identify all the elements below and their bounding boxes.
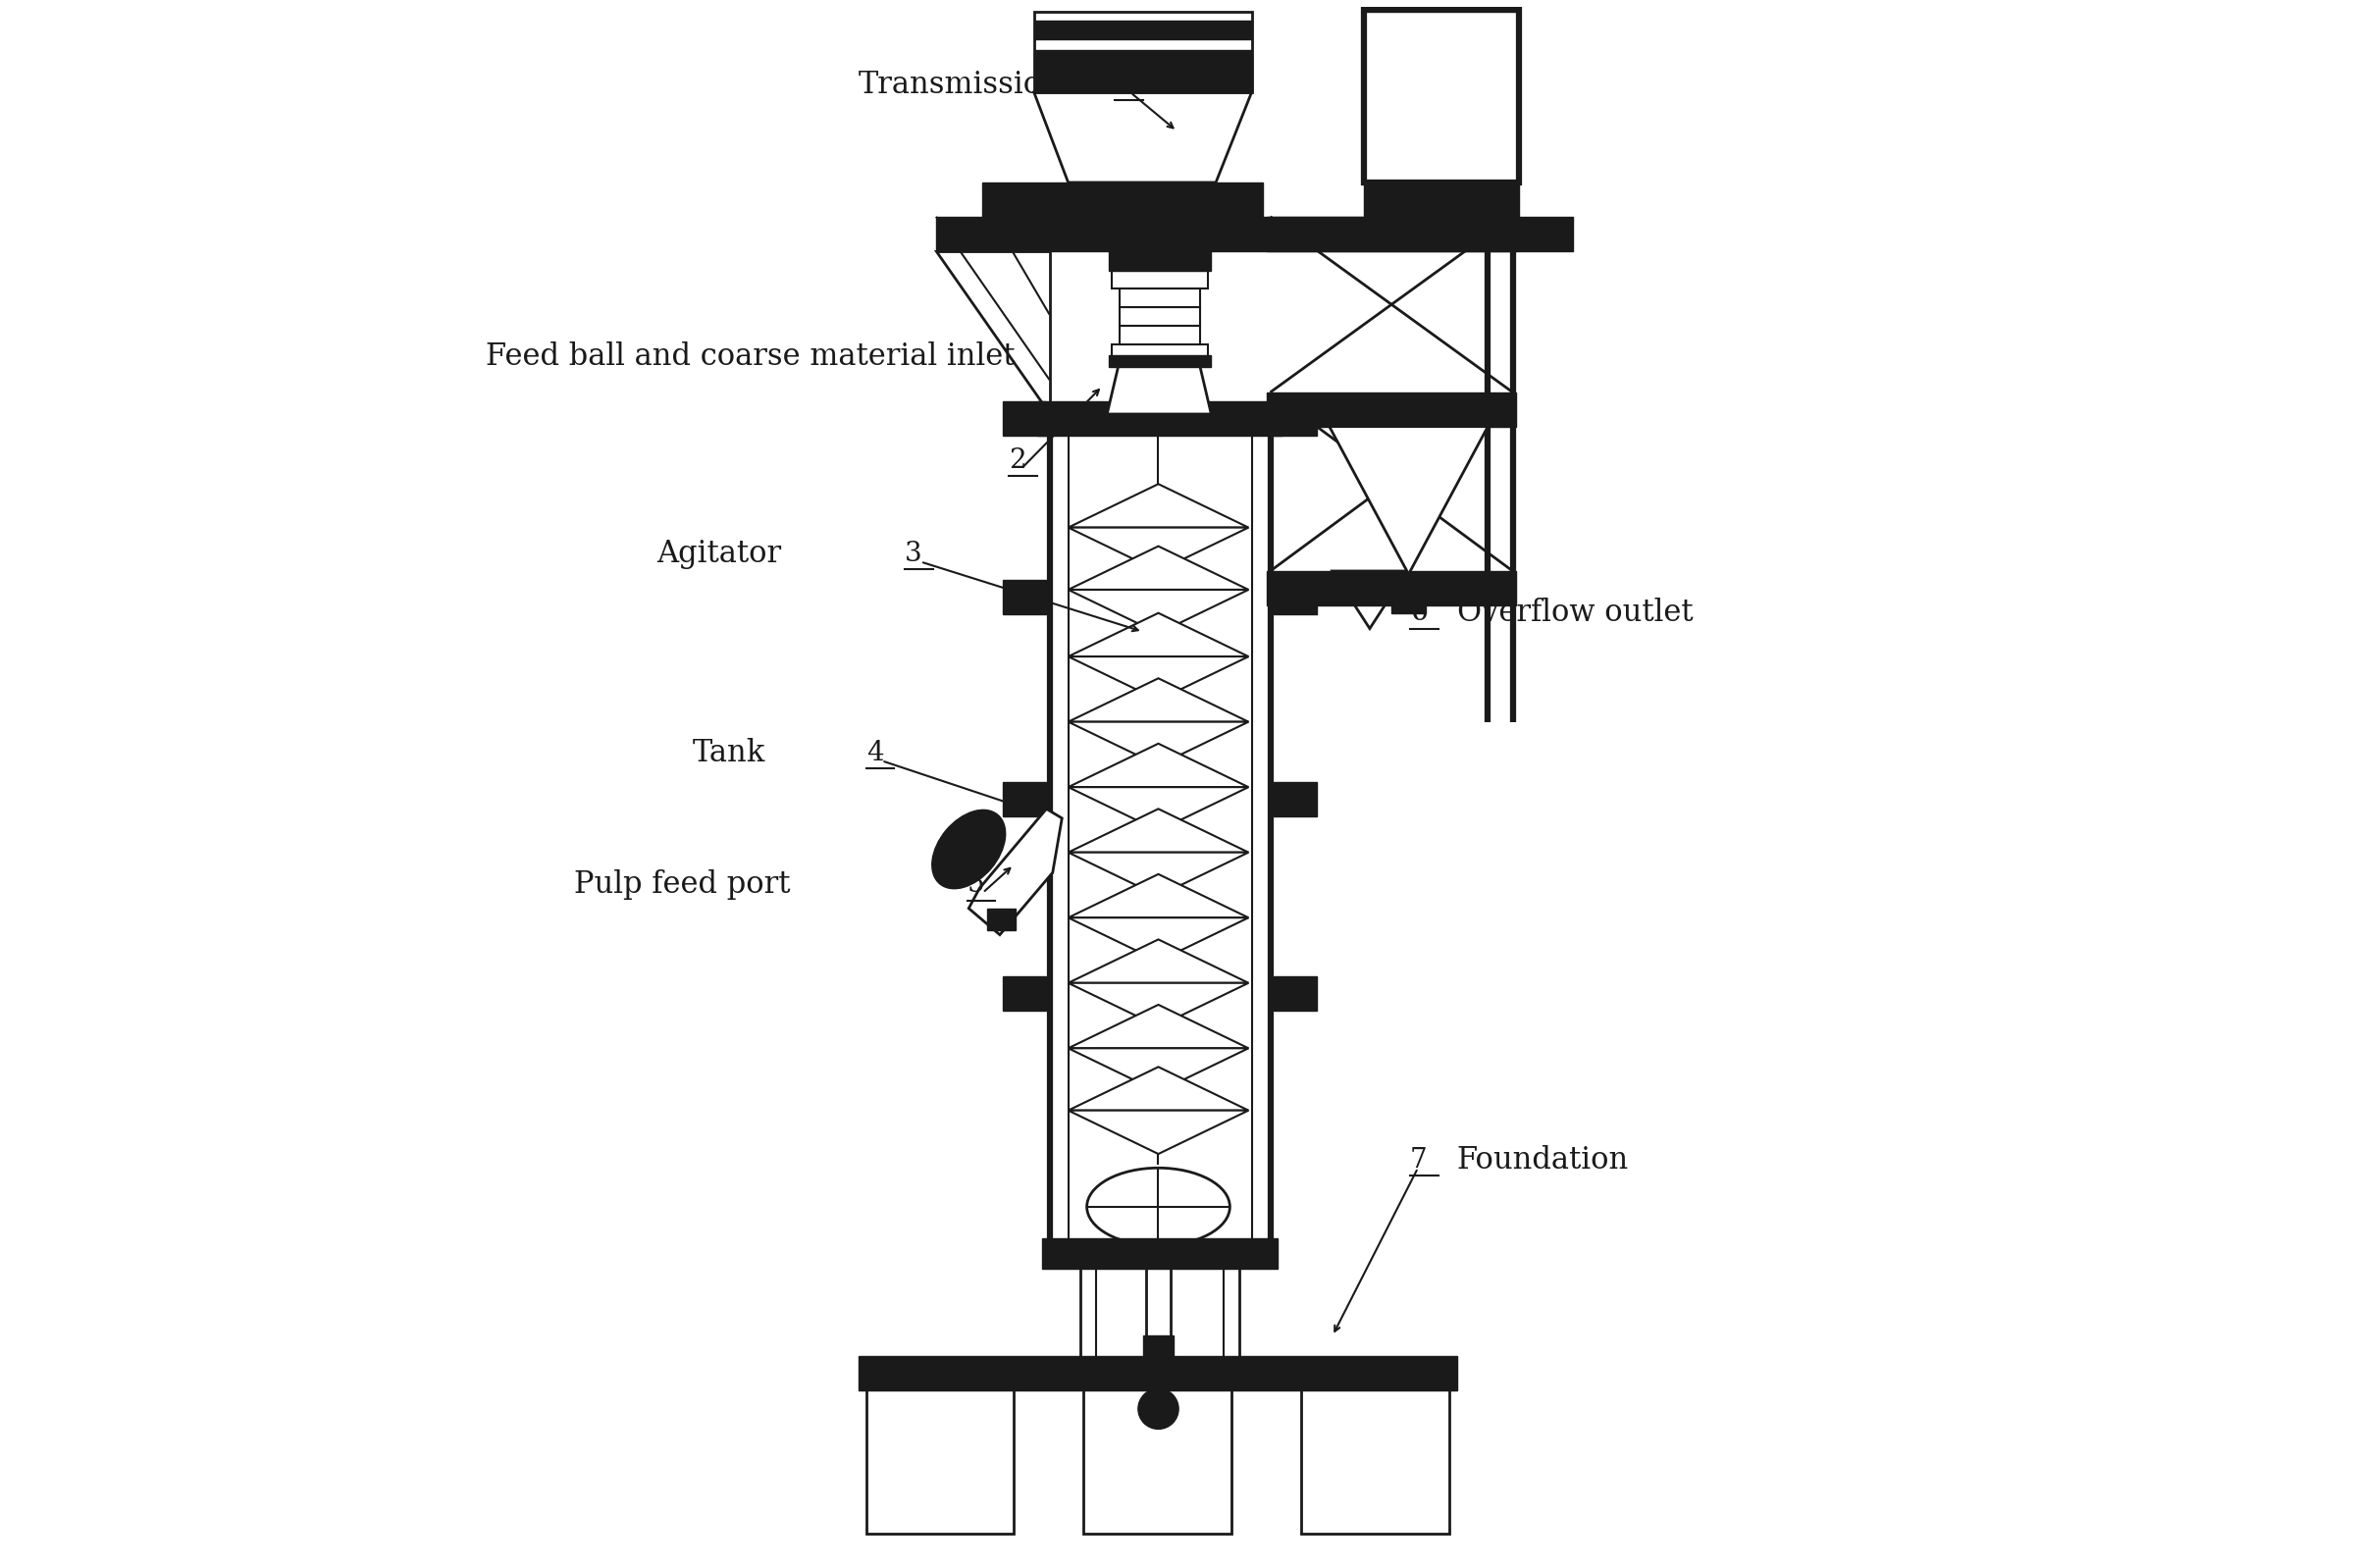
- Polygon shape: [1069, 590, 1248, 633]
- Bar: [1121, 326, 1201, 343]
- Bar: [866, 1386, 1015, 1534]
- Bar: [1121, 307, 1201, 326]
- Bar: [1274, 401, 1316, 436]
- Bar: [1003, 977, 1048, 1011]
- Bar: [1266, 571, 1516, 605]
- Polygon shape: [1106, 361, 1212, 414]
- Bar: [937, 216, 1572, 251]
- Bar: [1109, 251, 1212, 271]
- Polygon shape: [1069, 743, 1248, 787]
- Polygon shape: [1069, 873, 1248, 917]
- Bar: [1363, 0, 1518, 11]
- Polygon shape: [1069, 787, 1248, 831]
- Polygon shape: [1069, 613, 1248, 657]
- Bar: [1033, 50, 1252, 69]
- Bar: [1266, 216, 1516, 251]
- Bar: [1302, 1386, 1450, 1534]
- Polygon shape: [1069, 809, 1248, 853]
- Polygon shape: [1069, 1066, 1248, 1110]
- Bar: [1033, 11, 1252, 93]
- Bar: [986, 908, 1015, 930]
- Polygon shape: [1069, 1049, 1248, 1091]
- Bar: [1274, 782, 1316, 817]
- Polygon shape: [937, 251, 1050, 414]
- Polygon shape: [1069, 983, 1248, 1027]
- Text: Agitator: Agitator: [657, 539, 782, 569]
- Bar: [1121, 289, 1201, 307]
- Polygon shape: [1069, 657, 1248, 699]
- Bar: [1111, 271, 1208, 289]
- Bar: [1033, 20, 1252, 39]
- Polygon shape: [1330, 426, 1488, 574]
- Text: 2: 2: [1010, 447, 1026, 474]
- Bar: [1274, 580, 1316, 615]
- Polygon shape: [1069, 485, 1248, 527]
- Circle shape: [1137, 1389, 1179, 1428]
- Ellipse shape: [932, 811, 1005, 889]
- Polygon shape: [1069, 527, 1248, 571]
- Bar: [1003, 401, 1048, 436]
- Text: 3: 3: [904, 541, 923, 568]
- Polygon shape: [1069, 546, 1248, 590]
- Bar: [1043, 1237, 1278, 1269]
- Text: 5: 5: [967, 872, 984, 898]
- Polygon shape: [970, 809, 1062, 935]
- Polygon shape: [1069, 721, 1248, 765]
- Bar: [1391, 574, 1427, 613]
- Text: Foundation: Foundation: [1457, 1145, 1629, 1176]
- Bar: [1363, 6, 1518, 182]
- Bar: [1109, 354, 1212, 367]
- Polygon shape: [1069, 939, 1248, 983]
- Bar: [859, 1356, 1457, 1391]
- Bar: [1083, 1386, 1231, 1534]
- Polygon shape: [1069, 679, 1248, 721]
- Bar: [1033, 69, 1252, 93]
- Bar: [1142, 1336, 1175, 1359]
- Bar: [1363, 182, 1518, 216]
- Polygon shape: [1069, 1110, 1248, 1154]
- Polygon shape: [1069, 853, 1248, 895]
- Text: 1: 1: [1116, 71, 1132, 97]
- Ellipse shape: [1088, 1168, 1229, 1245]
- Bar: [1266, 392, 1516, 426]
- Text: Feed ball and coarse material inlet: Feed ball and coarse material inlet: [485, 342, 1015, 372]
- Text: 6: 6: [1410, 601, 1427, 626]
- Bar: [982, 182, 1262, 216]
- Bar: [1038, 401, 1283, 436]
- Text: Tank: Tank: [692, 737, 765, 768]
- Text: Overflow outlet: Overflow outlet: [1457, 597, 1693, 629]
- Polygon shape: [1332, 571, 1408, 629]
- Polygon shape: [1069, 1005, 1248, 1049]
- Bar: [1111, 343, 1208, 361]
- Text: 4: 4: [866, 740, 883, 767]
- Text: Transmission: Transmission: [859, 69, 1062, 100]
- Text: 7: 7: [1410, 1146, 1427, 1173]
- Bar: [1003, 782, 1048, 817]
- Text: Pulp feed port: Pulp feed port: [574, 870, 791, 900]
- Bar: [1274, 977, 1316, 1011]
- Polygon shape: [1069, 917, 1248, 961]
- Polygon shape: [1033, 93, 1252, 182]
- Bar: [1003, 580, 1048, 615]
